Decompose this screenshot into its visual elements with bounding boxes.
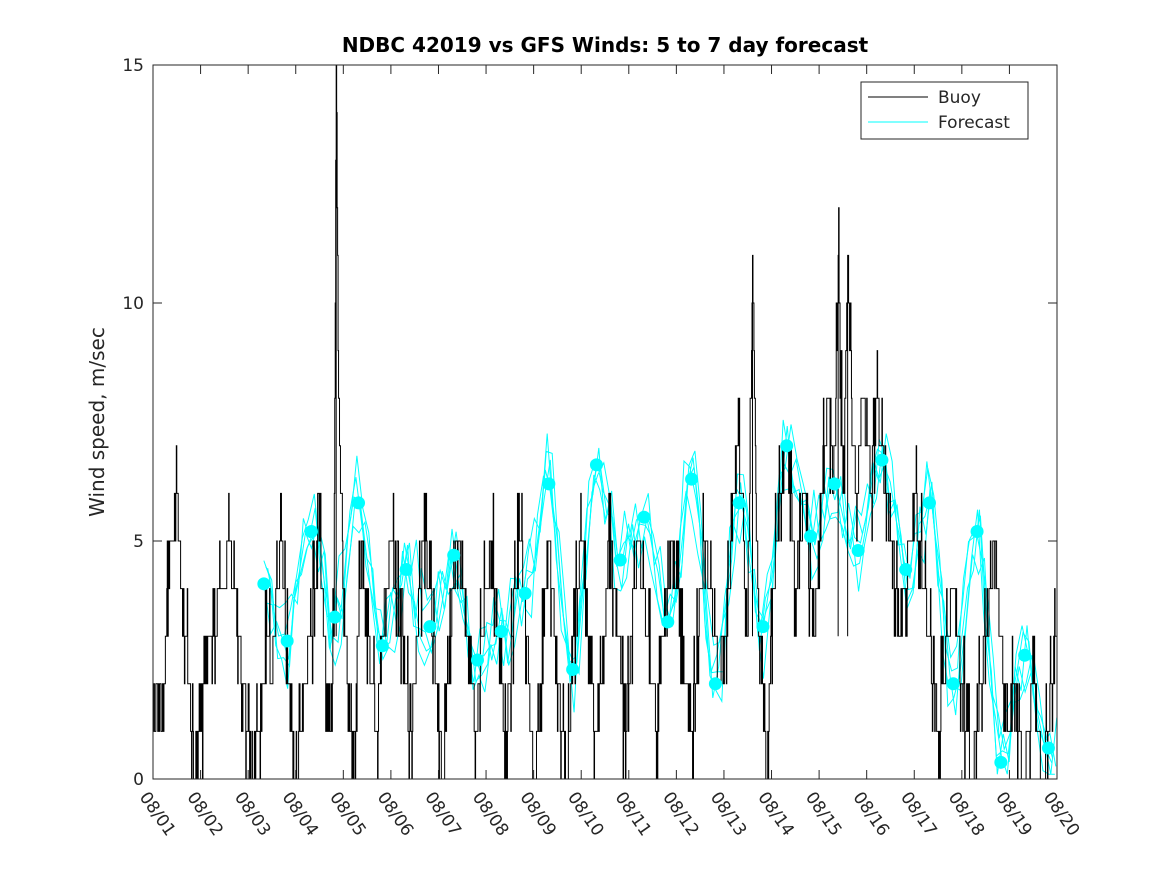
forecast-dot-2 — [280, 634, 294, 648]
forecast-dot-34 — [1041, 741, 1055, 755]
forecast-dot-16 — [613, 553, 627, 567]
forecast-dot-26 — [851, 544, 865, 558]
forecast-dot-21 — [732, 496, 746, 510]
forecast-dot-4 — [328, 610, 342, 624]
forecast-line-3 — [265, 419, 1058, 775]
legend-buoy-label: Buoy — [938, 88, 981, 108]
forecast-dot-7 — [399, 563, 413, 577]
forecast-dots — [257, 439, 1055, 769]
plot-area — [153, 65, 1057, 779]
forecast-dot-12 — [518, 586, 532, 600]
y-tick-label: 10 — [122, 294, 144, 314]
forecast-dot-6 — [375, 639, 389, 653]
forecast-dot-28 — [899, 563, 913, 577]
y-tick-label: 15 — [122, 56, 144, 76]
forecast-dot-14 — [566, 663, 580, 677]
forecast-dot-29 — [922, 496, 936, 510]
forecast-dot-3 — [304, 524, 318, 538]
y-axis-label: Wind speed, m/sec — [85, 327, 109, 517]
forecast-dot-10 — [470, 653, 484, 667]
axis-ticks — [152, 64, 1058, 780]
y-tick-labels: 0 5 10 15 — [122, 56, 144, 790]
forecast-dot-13 — [542, 477, 556, 491]
buoy-line — [153, 64, 1057, 780]
forecast-dot-18 — [661, 615, 675, 629]
forecast-dot-5 — [352, 496, 366, 510]
forecast-dot-24 — [804, 529, 818, 543]
forecast-dot-1 — [257, 577, 271, 591]
forecast-dot-27 — [875, 453, 889, 467]
legend-forecast-label: Forecast — [938, 113, 1010, 133]
forecast-dot-25 — [827, 477, 841, 491]
chart-title: NDBC 42019 vs GFS Winds: 5 to 7 day fore… — [342, 33, 869, 57]
forecast-dot-19 — [685, 472, 699, 486]
forecast-dot-30 — [946, 677, 960, 691]
plot-frame — [152, 64, 1058, 780]
legend-box — [860, 81, 1029, 140]
forecast-dot-9 — [447, 548, 461, 562]
forecast-line-1 — [263, 426, 1055, 775]
forecast-dot-15 — [589, 458, 603, 472]
forecast-dot-11 — [494, 624, 508, 638]
buoy-series — [153, 64, 1057, 780]
legend: Buoy Forecast — [860, 81, 1029, 140]
forecast-dot-31 — [970, 524, 984, 538]
y-tick-label: 5 — [133, 532, 144, 552]
forecast-dot-33 — [1018, 648, 1032, 662]
forecast-dot-22 — [756, 620, 770, 634]
forecast-dot-32 — [994, 755, 1008, 769]
forecast-dot-17 — [637, 510, 651, 524]
forecast-dot-23 — [780, 439, 794, 453]
forecast-dot-20 — [708, 677, 722, 691]
forecast-dot-8 — [423, 620, 437, 634]
y-tick-label: 0 — [133, 770, 144, 790]
